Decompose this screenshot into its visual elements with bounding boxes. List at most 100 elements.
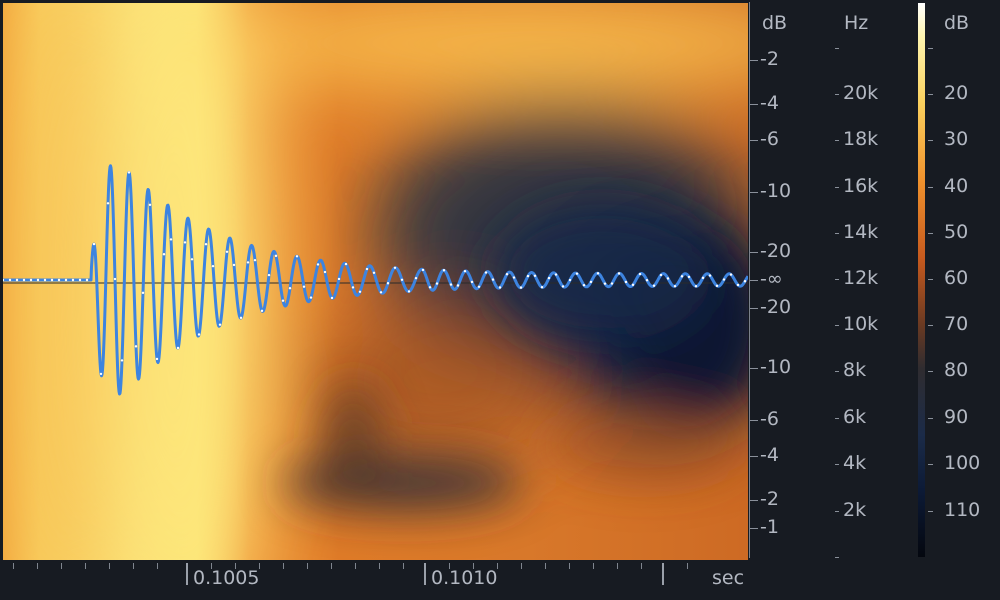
amp-label: -4: [760, 92, 779, 114]
waveform-sample-dot: [526, 274, 530, 278]
waveform-sample-dot: [351, 286, 355, 289]
waveform-sample-dot: [386, 282, 390, 285]
time-ruler[interactable]: 0.1005 0.1010 sec: [3, 561, 748, 597]
waveform-sample-dot: [302, 285, 306, 288]
time-minor-tick: [687, 563, 688, 569]
waveform-sample-dot: [365, 267, 369, 271]
colorbar-tick: [928, 511, 933, 512]
waveform-sample-dot: [638, 272, 642, 276]
waveform-sample-dot: [176, 346, 180, 350]
waveform-sample-dot: [253, 258, 257, 262]
waveform-sample-dot: [589, 280, 593, 284]
waveform-sample-dot: [113, 277, 117, 281]
colorbar-scale-header: dB: [944, 12, 970, 34]
time-minor-tick: [521, 563, 522, 569]
colorbar-label: 100: [944, 452, 981, 474]
time-minor-tick: [283, 563, 284, 569]
time-minor-tick: [85, 563, 86, 569]
waveform-sample-dot: [617, 272, 621, 275]
colorbar-label: 60: [944, 267, 969, 289]
time-minor-tick: [331, 563, 332, 569]
amp-tick: [750, 528, 758, 529]
waveform-sample-dot: [211, 264, 215, 268]
amp-tick: [750, 140, 758, 141]
waveform-sample-dot: [239, 316, 243, 320]
waveform-sample-dot: [680, 275, 684, 278]
amplitude-scale-header: dB: [762, 12, 788, 34]
colorbar-tick: [928, 94, 933, 95]
amp-label: -6: [760, 408, 779, 430]
time-minor-tick: [259, 563, 260, 569]
time-minor-tick: [473, 563, 474, 569]
waveform-sample-dot: [575, 272, 579, 275]
waveform-sample-dot: [715, 284, 719, 288]
freq-label: 14k: [843, 221, 879, 243]
amp-tick: [750, 60, 758, 61]
waveform-sample-dot: [78, 278, 82, 282]
waveform-sample-dot: [414, 276, 418, 280]
amp-label: -2: [760, 48, 779, 70]
colorbar-tick: [928, 187, 933, 188]
waveform-sample-dot: [582, 283, 586, 287]
time-minor-tick: [355, 563, 356, 569]
amp-tick: [750, 104, 758, 105]
waveform-sample-dot: [323, 270, 327, 274]
freq-label: 16k: [843, 175, 879, 197]
amp-tick: [750, 252, 758, 253]
time-unit-label: sec: [712, 567, 745, 589]
waveform-sample-dot: [92, 242, 96, 246]
freq-label: 20k: [843, 82, 879, 104]
waveform-sample-dot: [666, 277, 670, 280]
time-label: 0.1005: [193, 567, 260, 589]
waveform-sample-dot: [29, 278, 33, 282]
waveform-sample-dot: [596, 272, 600, 275]
amp-label: -10: [760, 180, 792, 202]
waveform-sample-dot: [470, 280, 474, 284]
waveform-sample-dot: [204, 243, 208, 246]
colorbar-label: 40: [944, 175, 969, 197]
time-minor-tick: [449, 563, 450, 569]
waveform-sample-dot: [309, 296, 313, 299]
amp-label: -10: [760, 356, 792, 378]
colorbar-label: 110: [944, 499, 981, 521]
waveform-sample-dot: [295, 255, 299, 258]
amp-tick: [750, 308, 758, 309]
waveform-sample-dot: [428, 286, 432, 289]
waveform-sample-dot: [722, 278, 726, 281]
waveform-sample-dot: [624, 280, 628, 284]
waveform-sample-dot: [8, 278, 12, 282]
colorbar-tick: [928, 325, 933, 326]
colorbar-label: 80: [944, 359, 969, 381]
amp-label: -2: [760, 488, 779, 510]
waveform-sample-dot: [407, 290, 411, 293]
freq-tick: [835, 94, 839, 95]
time-minor-tick: [497, 563, 498, 569]
colorbar-label: 90: [944, 406, 969, 428]
waveform-sample-dot: [246, 261, 250, 264]
time-minor-tick: [403, 563, 404, 569]
waveform-sample-dot: [106, 202, 110, 205]
waveform-sample-dot: [274, 254, 278, 258]
waveform-sample-dot: [400, 278, 404, 281]
waveform-sample-dot: [232, 263, 236, 267]
waveform-sample-dot: [708, 274, 712, 277]
waveform-sample-dot: [484, 271, 488, 274]
waveform-sample-dot: [15, 278, 19, 282]
time-minor-tick: [109, 563, 110, 569]
colorbar-tick: [928, 464, 933, 465]
spectrogram-display[interactable]: [3, 3, 748, 560]
waveform-sample-dot: [162, 253, 166, 256]
time-minor-tick: [235, 563, 236, 569]
freq-tick: [835, 187, 839, 188]
freq-tick: [835, 371, 839, 372]
time-major-tick: [424, 563, 426, 585]
waveform-sample-dot: [372, 271, 376, 274]
time-minor-tick: [37, 563, 38, 569]
waveform-sample-dot: [50, 278, 54, 282]
spectrogram-canvas: [3, 3, 748, 560]
waveform-sample-dot: [505, 273, 509, 276]
waveform-sample-dot: [694, 285, 698, 288]
waveform-sample-dot: [540, 286, 544, 289]
waveform-sample-dot: [610, 282, 614, 285]
